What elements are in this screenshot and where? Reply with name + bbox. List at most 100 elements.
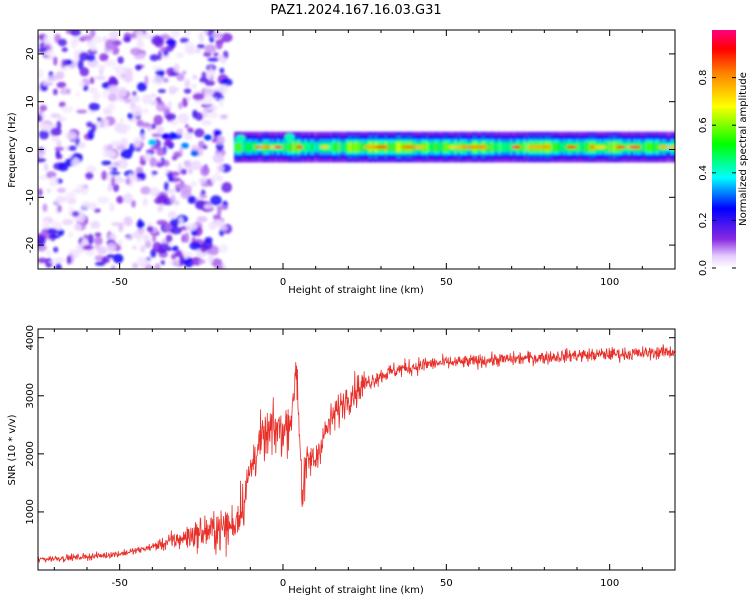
noise-blob xyxy=(204,87,215,97)
noise-blob xyxy=(107,92,118,102)
noise-blob xyxy=(56,81,67,89)
band-cell xyxy=(645,142,648,152)
noise-blob xyxy=(58,162,69,172)
noise-blob xyxy=(102,88,108,99)
noise-blob xyxy=(102,35,108,43)
noise-blob xyxy=(199,194,208,199)
colorbar-tick-label: 0.6 xyxy=(698,117,709,133)
band-cell xyxy=(504,142,507,152)
noise-blob xyxy=(90,220,101,229)
noise-blob xyxy=(192,92,205,101)
band-cell xyxy=(241,142,245,152)
noise-blob xyxy=(217,84,230,94)
band-cell xyxy=(492,142,496,152)
noise-blob xyxy=(142,108,149,115)
band-cell xyxy=(555,142,558,152)
band-cell xyxy=(237,142,241,152)
noise-blob xyxy=(154,197,165,205)
noise-blob xyxy=(215,39,223,50)
noise-blob xyxy=(173,63,180,73)
noise-blob xyxy=(221,181,232,193)
noise-blob xyxy=(66,198,77,205)
noise-blob xyxy=(164,181,169,192)
noise-blob xyxy=(50,127,62,137)
noise-blob xyxy=(135,64,142,71)
noise-blob xyxy=(157,205,163,213)
band-cell xyxy=(359,142,362,152)
band-peak xyxy=(476,145,483,149)
snr-x-tick-label: 100 xyxy=(600,578,619,589)
noise-blob xyxy=(112,253,124,264)
noise-blob xyxy=(62,218,74,226)
noise-blob xyxy=(189,181,198,187)
band-cell xyxy=(608,142,611,152)
noise-blob xyxy=(149,157,158,168)
noise-blob xyxy=(101,160,112,166)
noise-blob xyxy=(156,103,167,112)
noise-blob xyxy=(146,225,154,233)
noise-blob xyxy=(135,30,145,41)
band-cell xyxy=(488,142,492,152)
noise-blob xyxy=(109,202,115,212)
colorbar-label: Normalized spectral amplitude xyxy=(738,72,749,226)
noise-blob xyxy=(76,109,88,114)
noise-blob xyxy=(49,176,59,188)
noise-blob xyxy=(177,113,190,124)
noise-blob xyxy=(156,219,168,226)
band-cell xyxy=(284,142,288,152)
noise-blob xyxy=(143,33,154,40)
noise-blob xyxy=(211,32,224,39)
noise-blob xyxy=(160,260,165,265)
noise-blob xyxy=(56,187,66,193)
noise-blob xyxy=(54,199,62,205)
noise-blob xyxy=(79,67,90,77)
noise-blob xyxy=(130,47,142,56)
noise-blob xyxy=(41,81,54,87)
spectrogram-y-tick-label: -20 xyxy=(25,237,36,253)
noise-blob xyxy=(201,71,207,79)
band-cell xyxy=(561,142,564,152)
noise-blob xyxy=(100,118,105,129)
noise-blob xyxy=(151,75,164,86)
band-cell xyxy=(606,142,609,152)
band-cell xyxy=(247,142,251,152)
noise-blob xyxy=(212,153,225,164)
band-cell xyxy=(551,142,554,152)
spectrogram-x-tick-label: 0 xyxy=(280,277,286,288)
noise-blob xyxy=(183,88,192,94)
noise-blob xyxy=(194,99,203,104)
noise-blob xyxy=(122,193,134,204)
noise-blob xyxy=(57,38,67,47)
noise-blob-strong xyxy=(213,129,222,136)
noise-blob xyxy=(183,251,194,257)
noise-blob xyxy=(57,204,62,213)
noise-blob xyxy=(54,146,65,151)
noise-blob xyxy=(182,97,188,108)
noise-blob xyxy=(88,102,100,112)
noise-blob xyxy=(198,259,206,264)
spectrogram-x-tick-label: 50 xyxy=(440,277,453,288)
band-cell xyxy=(304,142,307,152)
band-cell xyxy=(330,142,333,152)
noise-blob xyxy=(118,222,124,233)
noise-blob xyxy=(123,216,133,227)
noise-blob-strong xyxy=(203,134,212,141)
noise-blob xyxy=(38,114,43,123)
noise-blob xyxy=(111,176,116,188)
noise-blob xyxy=(184,123,189,129)
noise-blob xyxy=(52,246,59,253)
noise-blob xyxy=(131,199,136,208)
noise-blob xyxy=(207,111,219,119)
noise-blob xyxy=(140,186,151,195)
band-cell xyxy=(235,142,239,152)
band-cell xyxy=(390,142,394,152)
noise-blob xyxy=(80,35,93,41)
colorbar-tick-label: 0.0 xyxy=(698,260,709,276)
noise-blob xyxy=(131,262,139,269)
noise-blob xyxy=(204,236,213,244)
noise-blob xyxy=(38,243,47,252)
noise-blob xyxy=(55,262,62,269)
snr-y-tick-label: 2000 xyxy=(25,441,36,466)
noise-blob xyxy=(160,33,170,40)
noise-blob xyxy=(111,46,120,55)
